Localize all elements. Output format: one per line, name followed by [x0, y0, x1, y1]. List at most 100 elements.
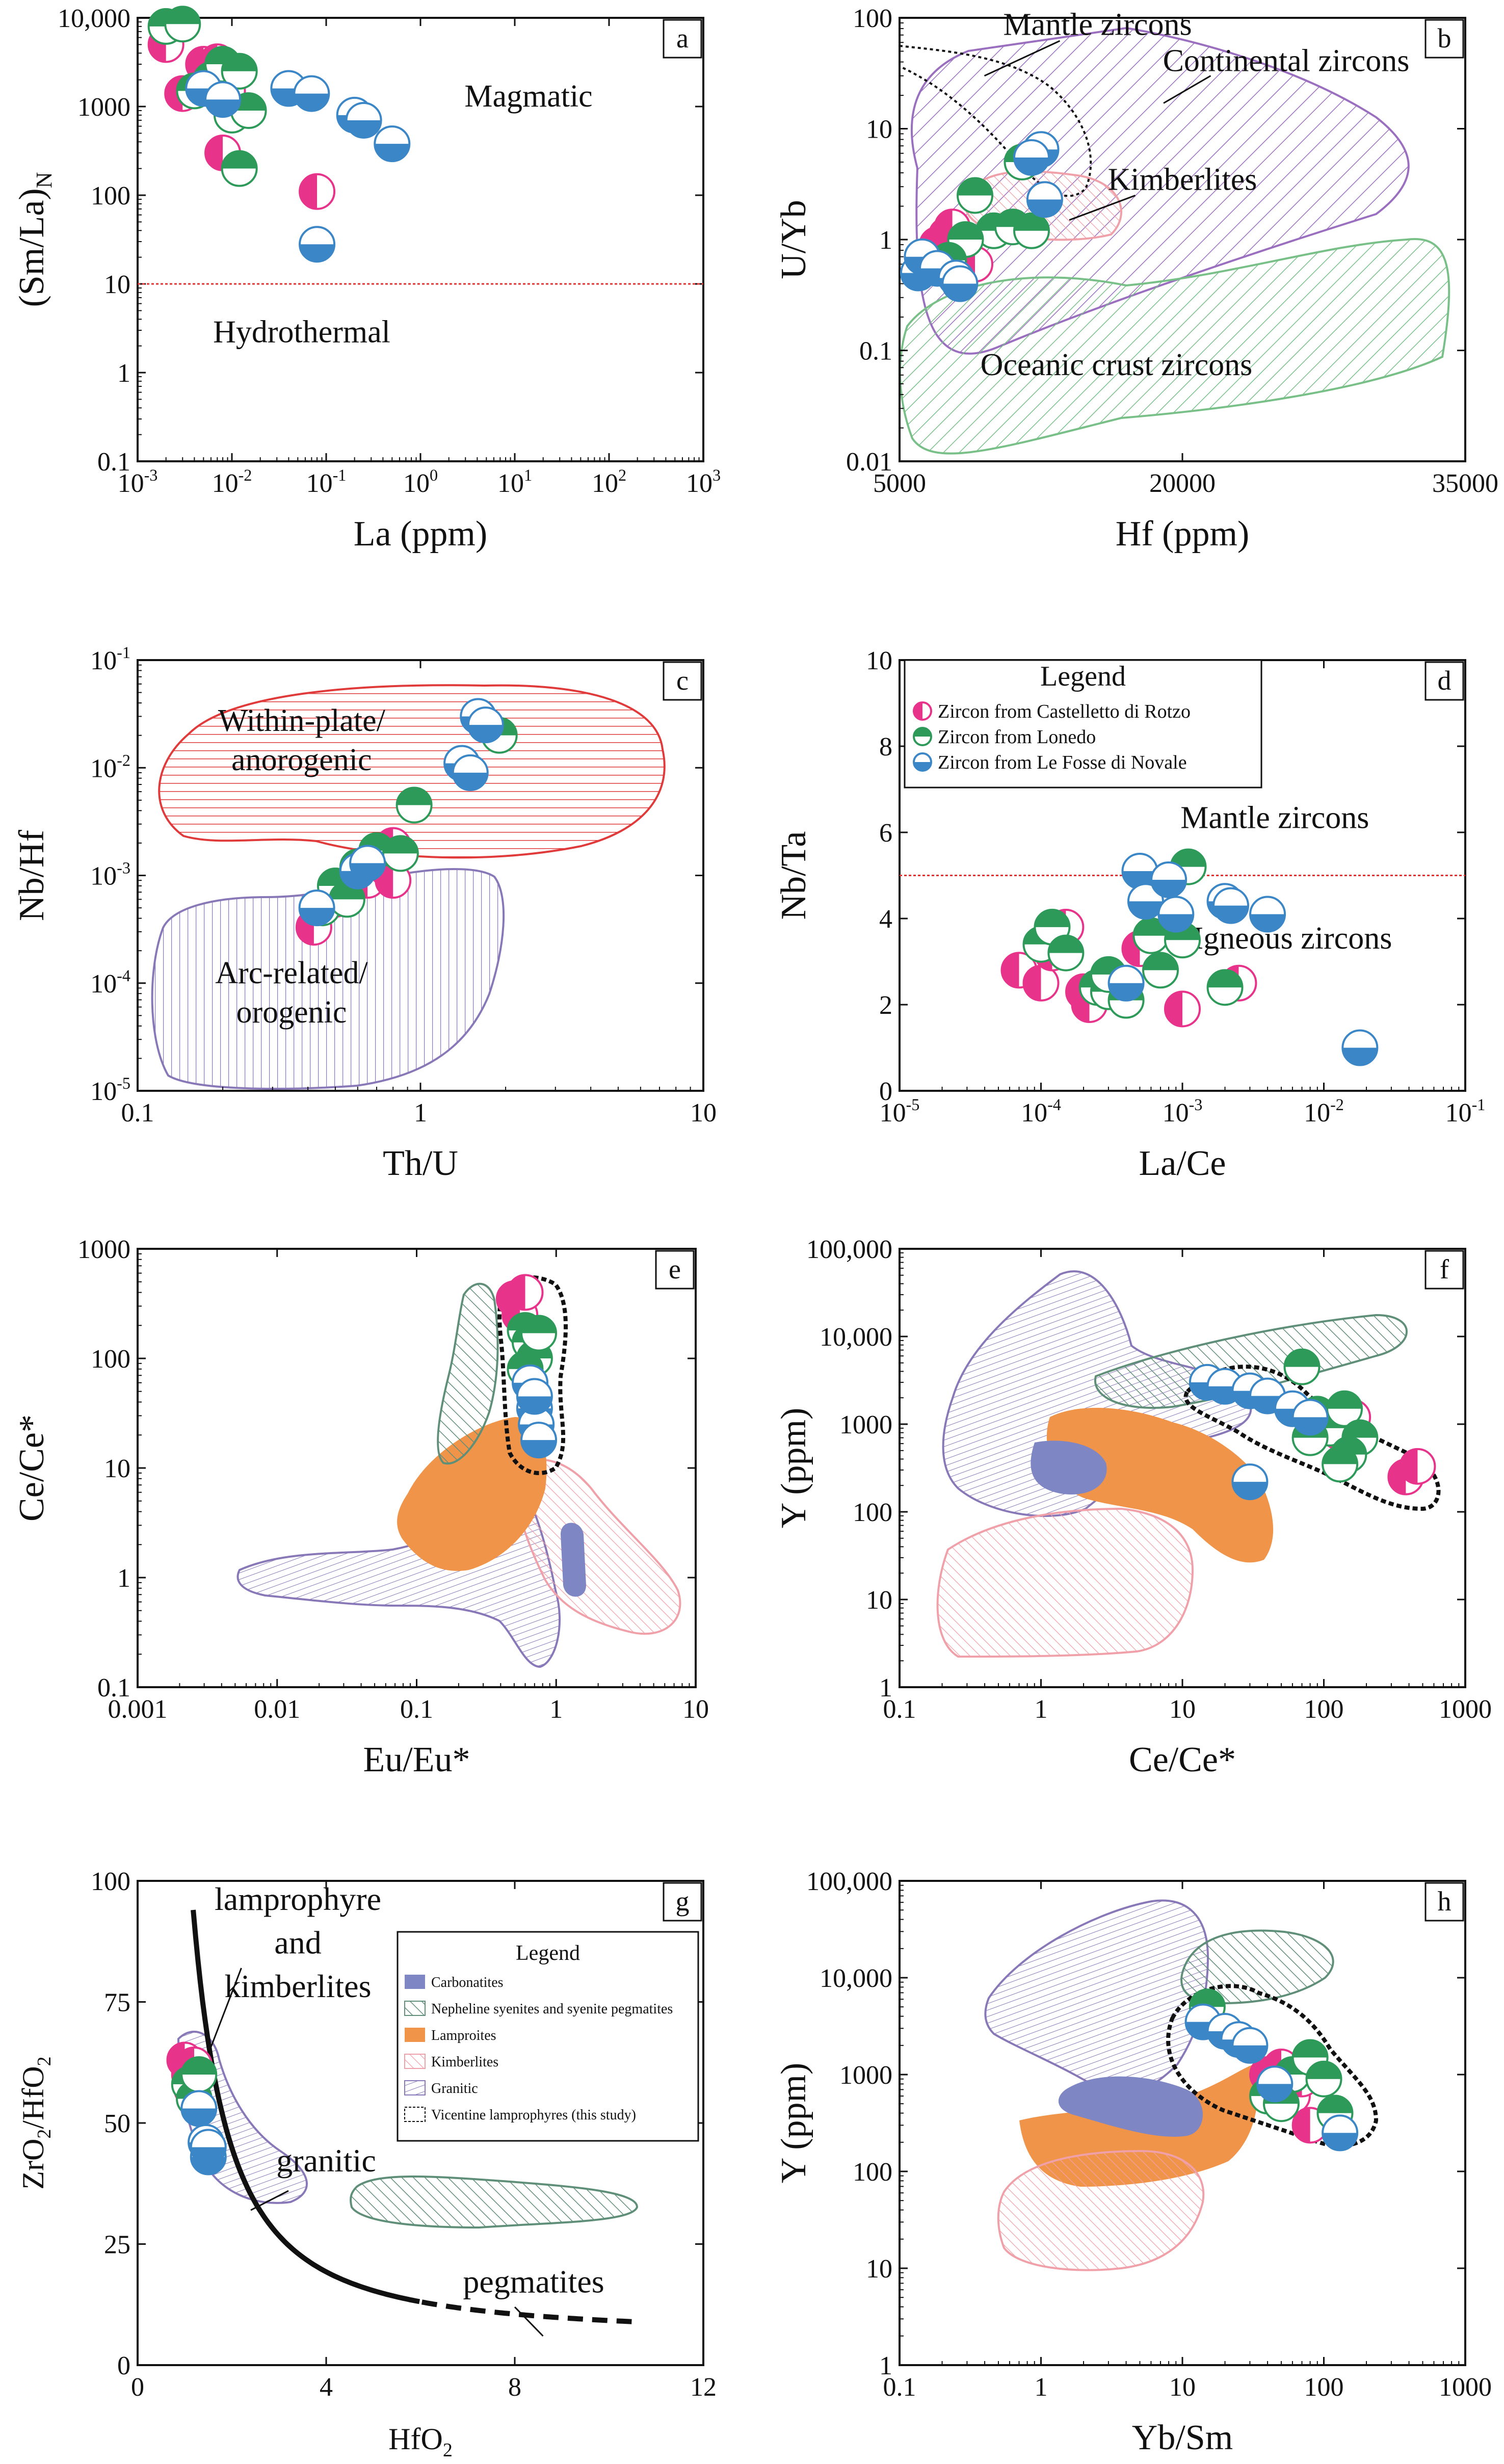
carbonatites-field	[1031, 1440, 1107, 1495]
x-tick-label: 10-3	[1163, 1095, 1203, 1128]
data-point-green	[395, 787, 433, 824]
annotation-text: and	[274, 1925, 321, 1961]
y-axis-label: U/Yb	[774, 200, 813, 279]
x-tick-label: 10-2	[1304, 1095, 1344, 1128]
legend-swatch-kimb	[404, 2054, 426, 2069]
y-tick-label: 8	[879, 732, 892, 762]
x-tick-label: 1	[414, 1098, 427, 1128]
data-point-pink	[299, 173, 336, 210]
y-tick-label: 100	[853, 1498, 892, 1527]
y-tick-label: 1	[117, 1564, 130, 1593]
panel-c-fields	[151, 684, 666, 1090]
data-point-blue	[349, 845, 386, 882]
data-point-blue	[1256, 2065, 1294, 2103]
y-tick-label: 1000	[839, 1410, 892, 1439]
x-tick-label: 12	[690, 2373, 717, 2402]
y-tick-label: 1	[879, 2351, 892, 2380]
data-point-blue	[1212, 887, 1250, 924]
panel-label: h	[1424, 1882, 1464, 1922]
mantle-zircons-field	[899, 45, 1092, 197]
panel-label-text: g	[676, 1886, 690, 1917]
panel-label: e	[655, 1250, 695, 1290]
y-tick-label: 0.1	[859, 337, 892, 366]
y-tick-label: 1000	[839, 2061, 892, 2090]
x-tick-label: 100	[1304, 1695, 1344, 1724]
data-point-blue	[467, 706, 504, 744]
data-point-blue	[293, 75, 330, 112]
y-tick-label: 1000	[77, 93, 130, 122]
x-tick-label: 10	[690, 1098, 717, 1128]
x-tick-label: 1	[1035, 1695, 1048, 1724]
data-point-blue	[1231, 2027, 1269, 2064]
y-axis-label: Nb/Hf	[12, 829, 51, 921]
y-tick-label: 1000	[77, 1235, 130, 1264]
y-tick-label: 50	[104, 2109, 130, 2138]
x-axis-label: Eu/Eu*	[363, 1740, 470, 1779]
x-tick-label: 10	[1169, 2373, 1196, 2402]
data-point-blue	[1249, 896, 1286, 933]
legend-item-label: Zircon from Le Fosse di Novale	[938, 752, 1187, 773]
granitic-field	[942, 1270, 1252, 1517]
data-point-blue	[374, 125, 411, 163]
y-tick-label: 1	[879, 226, 892, 255]
panel-label-text: e	[669, 1254, 681, 1285]
x-tick-label: 1	[1035, 2373, 1048, 2402]
y-tick-label: 10-1	[90, 643, 130, 675]
panel-e-fields	[236, 1275, 681, 1668]
data-point-green	[1326, 1390, 1363, 1427]
within-plate-field	[158, 684, 666, 859]
y-tick-label: 100	[91, 1867, 130, 1896]
data-point-green	[957, 177, 993, 214]
x-tick-label: 0.1	[883, 1695, 916, 1724]
legend-swatch-lamp	[405, 2028, 425, 2042]
data-point-green	[382, 835, 419, 872]
data-point-blue	[1231, 1463, 1269, 1501]
panel-label: g	[663, 1882, 702, 1922]
legend-item-label: Nepheline syenites and syenite pegmatite…	[431, 2001, 673, 2017]
data-point-green	[520, 1315, 558, 1352]
data-point-blue	[516, 1378, 553, 1415]
y-tick-label: 10	[104, 270, 130, 299]
legend-item-label: Carbonatites	[431, 1975, 504, 1990]
x-tick-label: 8	[508, 2373, 521, 2402]
kimberlites-field	[936, 1507, 1194, 1658]
annotation-text: Mantle zircons	[1180, 801, 1369, 835]
x-tick-label: 4	[320, 2373, 333, 2402]
legend-item-label: Vicentine lamprophyres (this study)	[431, 2107, 636, 2123]
x-tick-label: 100	[403, 466, 438, 498]
x-tick-label: 0.1	[121, 1098, 154, 1128]
y-tick-label: 100,000	[806, 1235, 892, 1264]
x-tick-label: 0.1	[400, 1695, 433, 1724]
y-tick-label: 10-5	[90, 1074, 130, 1106]
legend-marker-blue	[913, 752, 932, 772]
data-point-green	[1142, 952, 1179, 989]
trend-curve-solid	[191, 1909, 420, 2304]
x-tick-label: 10-4	[1021, 1095, 1061, 1128]
data-layer: a10-3 10-2 10-1 100 101 102 1030.1110100100010…	[12, 4, 1498, 2461]
y-axis-label: Y (ppm)	[774, 1408, 813, 1529]
legend-marker-pink	[913, 701, 932, 721]
panel-c: c 0.1 1 10 10-5 10-4 10-3 10-2 10-1 Th/U Nb/Hf With…	[12, 643, 717, 1183]
y-axis-label: ZrO2/HfO2	[16, 2056, 55, 2189]
panel-h-fields	[984, 1899, 1379, 2271]
x-tick-label: 100	[1304, 2373, 1344, 2402]
nepheline-syenites-field	[1094, 1314, 1408, 1409]
y-tick-label: 10-4	[90, 966, 130, 999]
data-point-green	[947, 221, 984, 258]
data-point-blue	[1013, 139, 1050, 176]
y-tick-label: 10	[866, 646, 892, 675]
data-point-blue	[1322, 2114, 1359, 2152]
data-point-blue	[299, 226, 336, 263]
y-tick-label: 10,000	[820, 1964, 892, 1993]
panel-label-text: d	[1438, 665, 1452, 696]
legend-swatch-gran	[404, 2080, 426, 2095]
legend-item-label: Granitic	[431, 2081, 478, 2096]
annotation-leader	[250, 2190, 289, 2211]
y-tick-label: 10	[104, 1454, 130, 1483]
annotation-text: Igneous zircons	[1193, 921, 1392, 956]
annotation-text: Kimberlites	[1108, 163, 1257, 197]
kimberlites-field	[513, 1458, 681, 1635]
annotation-leader	[1163, 75, 1211, 104]
data-point-green	[1305, 2060, 1342, 2098]
panel-e: e 0.001 0.01 0.1 1 10 0.1 1 10 100 1000 Eu/Eu* Ce/Ce…	[12, 1235, 709, 1779]
